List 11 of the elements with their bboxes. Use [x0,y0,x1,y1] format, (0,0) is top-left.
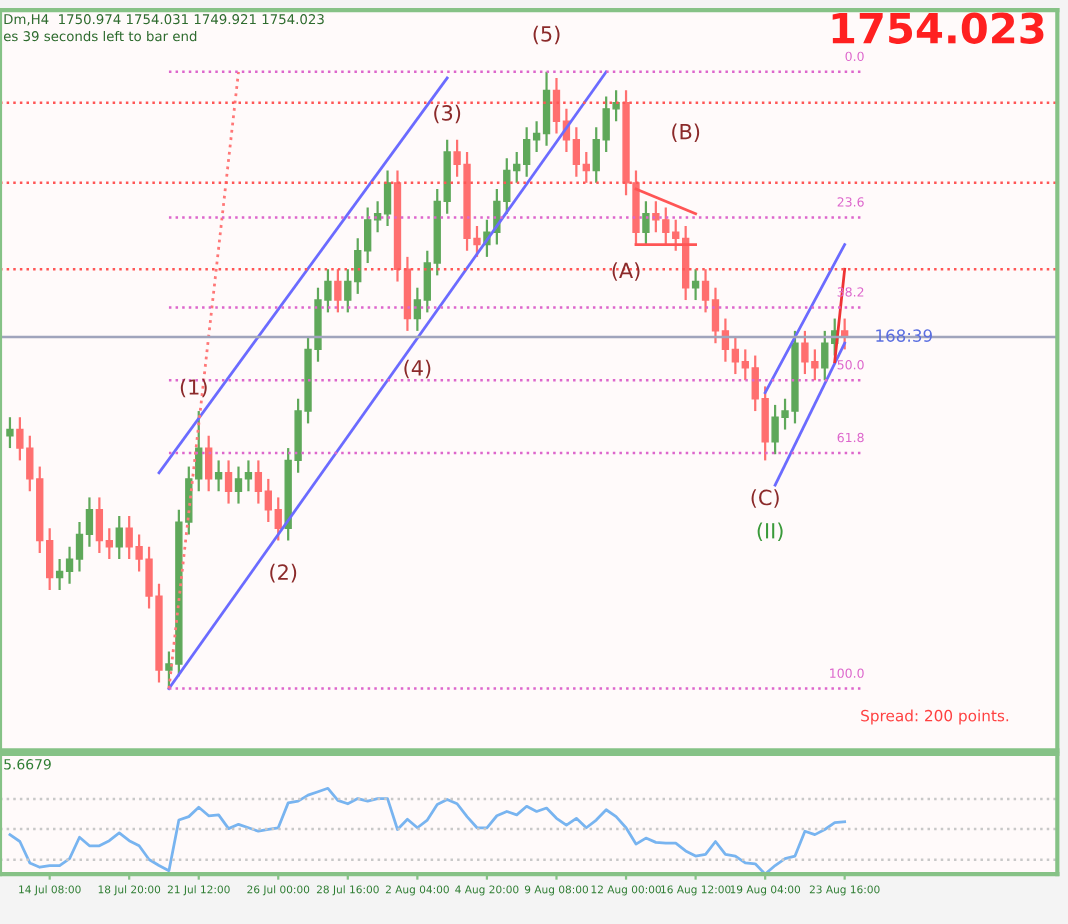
annotation: (C) [751,489,779,508]
annotation: 168:39 [876,329,932,342]
text: 1754.023 [832,12,1044,44]
annotation: (3) [434,104,461,124]
annotation: (II) [757,522,783,542]
annotation: (B) [672,123,700,142]
annotation: (5) [533,25,560,45]
annotation: (1) [180,378,207,398]
annotation: (2) [270,563,297,583]
annotation: (4) [404,359,431,379]
annotation: (A) [612,262,640,281]
